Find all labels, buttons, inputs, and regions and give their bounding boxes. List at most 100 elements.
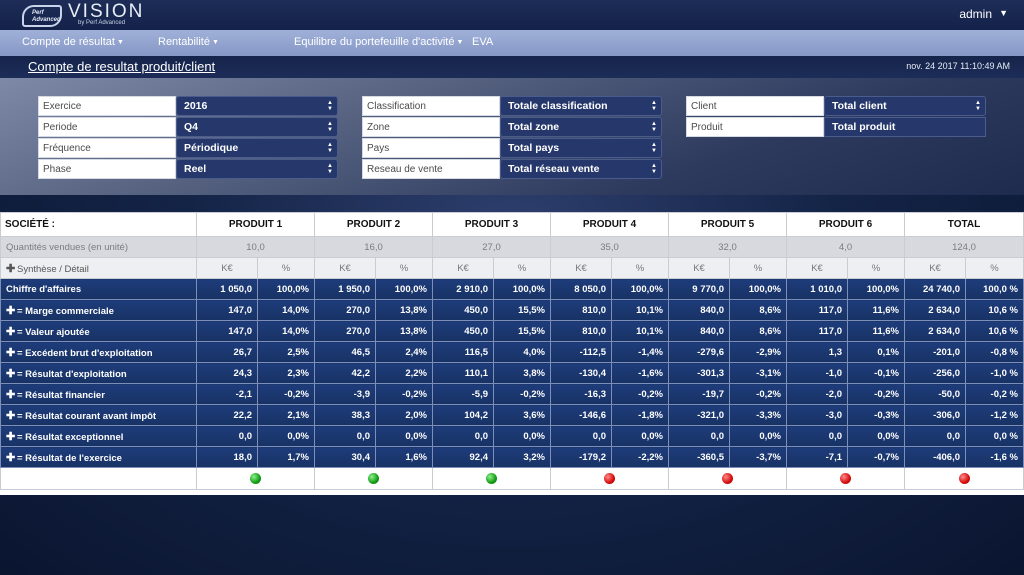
column-header[interactable]: PRODUIT 5: [668, 212, 787, 237]
row-label[interactable]: ✚ = Valeur ajoutée: [0, 320, 197, 342]
value-cell: -130,4: [550, 362, 612, 384]
value-cell: 840,0: [668, 299, 730, 321]
sort-arrows-icon: ▲ ▼: [651, 142, 657, 154]
value-cell: -201,0: [904, 341, 966, 363]
percent-cell: -0,2%: [375, 383, 433, 405]
percent-cell: -1,8%: [611, 404, 669, 426]
quantity-cell: 10,0: [196, 236, 315, 258]
filter-select-classification[interactable]: Totale classification ▲ ▼: [500, 96, 662, 116]
percent-cell: 10,6 %: [965, 299, 1024, 321]
column-header[interactable]: PRODUIT 6: [786, 212, 905, 237]
filter-select-phase[interactable]: Reel ▲ ▼: [176, 159, 338, 179]
value-cell: -256,0: [904, 362, 966, 384]
row-label[interactable]: ✚ = Résultat exceptionnel: [0, 425, 197, 447]
column-header[interactable]: PRODUIT 2: [314, 212, 433, 237]
percent-cell: -3,7%: [729, 446, 787, 468]
column-header[interactable]: TOTAL: [904, 212, 1024, 237]
expand-plus-icon[interactable]: ✚: [6, 325, 16, 338]
quantity-cell: 124,0: [904, 236, 1024, 258]
value-cell: 270,0: [314, 320, 376, 342]
nav-rentabilite[interactable]: Rentabilité ▼: [158, 36, 219, 48]
expand-plus-icon[interactable]: ✚: [6, 409, 16, 422]
column-header[interactable]: PRODUIT 3: [432, 212, 551, 237]
row-label[interactable]: ✚ = Marge commerciale: [0, 299, 197, 321]
filter-select-zone[interactable]: Total zone ▲ ▼: [500, 117, 662, 137]
value-cell: -306,0: [904, 404, 966, 426]
unit-percent: %: [493, 257, 551, 279]
row-label[interactable]: ✚ = Résultat d'exploitation: [0, 362, 197, 384]
value-cell: 38,3: [314, 404, 376, 426]
value-cell: 0,0: [786, 425, 848, 447]
percent-cell: -1,2 %: [965, 404, 1024, 426]
filter-produit: Produit Total produit: [686, 117, 986, 137]
row-label[interactable]: ✚ = Excédent brut d'exploitation: [0, 341, 197, 363]
row-label[interactable]: ✚ = Résultat courant avant impôt: [0, 404, 197, 426]
row-label-text: = Valeur ajoutée: [17, 326, 90, 338]
column-header[interactable]: PRODUIT 4: [550, 212, 669, 237]
filter-select-client[interactable]: Total client ▲ ▼: [824, 96, 986, 116]
percent-cell: -1,4%: [611, 341, 669, 363]
percent-cell: 8,6%: [729, 320, 787, 342]
percent-cell: 11,6%: [847, 299, 905, 321]
percent-cell: -1,6%: [611, 362, 669, 384]
unit-keur: K€: [786, 257, 848, 279]
sort-arrows-icon: ▲ ▼: [327, 100, 333, 112]
percent-cell: 15,5%: [493, 320, 551, 342]
value-cell: 0,0: [196, 425, 258, 447]
expand-plus-icon[interactable]: ✚: [6, 451, 16, 464]
percent-cell: -2,2%: [611, 446, 669, 468]
filter-select-reseau-vente[interactable]: Total réseau vente ▲ ▼: [500, 159, 662, 179]
percent-cell: -3,1%: [729, 362, 787, 384]
status-label-cell: [0, 467, 197, 490]
filter-select-frequence[interactable]: Périodique ▲ ▼: [176, 138, 338, 158]
percent-cell: 0,0%: [847, 425, 905, 447]
nav-eva[interactable]: EVA: [472, 36, 494, 48]
chevron-down-icon[interactable]: ▼: [999, 8, 1008, 18]
filter-label: Produit: [686, 117, 824, 137]
main-nav: Compte de résultat ▼ Rentabilité ▼ Equilib…: [0, 30, 1024, 56]
page-title[interactable]: Compte de resultat produit/client: [28, 59, 216, 74]
status-red-dot-icon: [604, 472, 615, 484]
filter-label: Zone: [362, 117, 500, 137]
status-cell: [432, 467, 551, 490]
synthese-detail-toggle[interactable]: ✚ Synthèse / Détail: [0, 257, 197, 279]
value-cell: 8 050,0: [550, 278, 612, 300]
filter-client: Client Total client ▲ ▼: [686, 96, 986, 116]
percent-cell: 11,6%: [847, 320, 905, 342]
filter-label: Classification: [362, 96, 500, 116]
percent-cell: 2,1%: [257, 404, 315, 426]
user-menu[interactable]: admin: [959, 7, 992, 21]
value-cell: 104,2: [432, 404, 494, 426]
row-label[interactable]: ✚ = Résultat de l'exercice: [0, 446, 197, 468]
filter-select-exercice[interactable]: 2016 ▲ ▼: [176, 96, 338, 116]
filter-label: Reseau de vente: [362, 159, 500, 179]
chevron-down-icon: ▼: [116, 39, 124, 46]
value-cell: 147,0: [196, 299, 258, 321]
quantity-row: Quantités vendues (en unité) 10,0 16,0 2…: [0, 236, 1024, 258]
percent-cell: 2,0%: [375, 404, 433, 426]
table-row: ✚ = Résultat de l'exercice 18,0 1,7% 30,4 1,6…: [0, 446, 1024, 468]
percent-cell: 100,0%: [729, 278, 787, 300]
expand-plus-icon[interactable]: ✚: [6, 388, 16, 401]
row-label[interactable]: ✚ = Résultat financier: [0, 383, 197, 405]
expand-plus-icon[interactable]: ✚: [6, 430, 16, 443]
logo-badge-line2: Advanced: [32, 17, 61, 23]
filter-select-periode[interactable]: Q4 ▲ ▼: [176, 117, 338, 137]
value-cell: 810,0: [550, 299, 612, 321]
column-header[interactable]: PRODUIT 1: [196, 212, 315, 237]
expand-plus-icon[interactable]: ✚: [6, 304, 16, 317]
value-cell: -19,7: [668, 383, 730, 405]
value-cell: 1 050,0: [196, 278, 258, 300]
company-label: SOCIÉTÉ :: [0, 212, 197, 237]
row-label-text: = Résultat financier: [17, 389, 105, 401]
nav-equilibre-portefeuille[interactable]: Equilibre du portefeuille d'activité ▼: [294, 36, 464, 48]
filter-select-pays[interactable]: Total pays ▲ ▼: [500, 138, 662, 158]
percent-cell: 10,6 %: [965, 320, 1024, 342]
value-cell: -179,2: [550, 446, 612, 468]
nav-compte-de-resultat[interactable]: Compte de résultat ▼: [22, 36, 124, 48]
expand-plus-icon[interactable]: ✚: [6, 367, 16, 380]
expand-plus-icon[interactable]: ✚: [6, 346, 16, 359]
value-cell: 0,0: [550, 425, 612, 447]
value-cell: 46,5: [314, 341, 376, 363]
unit-percent: %: [257, 257, 315, 279]
